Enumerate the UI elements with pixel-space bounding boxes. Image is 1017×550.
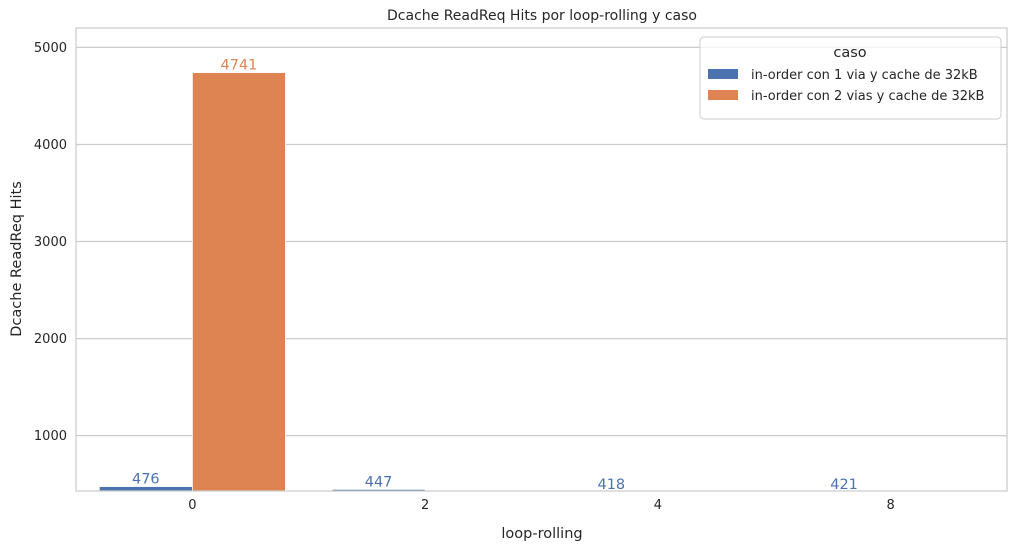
plot-frame — [75, 27, 1008, 492]
x-axis-ticks: 0 2 4 8 — [188, 498, 895, 513]
legend-frame — [699, 36, 1002, 120]
legend-entry-series-1: in-order con 1 via y cache de 32kB — [751, 68, 978, 83]
y-tick-label-4000: 4000 — [34, 138, 67, 153]
legend-title: caso — [833, 45, 866, 61]
bar-series-2-cat-0 — [191, 72, 286, 492]
bars — [98, 72, 426, 492]
y-tick-label-5000: 5000 — [34, 41, 67, 56]
bar-labels: 476 4741 447 418 421 — [132, 58, 858, 494]
y-tick-label-3000: 3000 — [34, 235, 67, 250]
x-tick-label-8: 8 — [886, 498, 894, 513]
bar-label-series-1-cat-4: 418 — [597, 477, 625, 493]
y-tick-label-1000: 1000 — [34, 429, 67, 444]
y-axis-ticks: 1000 2000 3000 4000 5000 — [34, 41, 67, 444]
y-tick-label-2000: 2000 — [34, 332, 67, 347]
y-axis-label: Dcache ReadReq Hits — [9, 181, 25, 336]
legend-swatch-series-2 — [708, 90, 738, 100]
bar-label-series-1-cat-8: 421 — [830, 477, 858, 493]
x-tick-label-4: 4 — [654, 498, 662, 513]
x-axis-label: loop-rolling — [501, 526, 582, 542]
x-tick-label-2: 2 — [421, 498, 429, 513]
bar-label-series-1-cat-0: 476 — [132, 472, 160, 488]
legend: caso in-order con 1 via y cache de 32kB … — [699, 36, 1002, 120]
bar-label-series-2-cat-0: 4741 — [220, 58, 257, 74]
legend-swatch-series-1 — [708, 69, 738, 79]
legend-entry-series-2: in-order con 2 vias y cache de 32kB — [751, 89, 984, 104]
bar-label-series-1-cat-2: 447 — [365, 474, 393, 490]
chart-title: Dcache ReadReq Hits por loop-rolling y c… — [387, 8, 697, 24]
x-tick-label-0: 0 — [188, 498, 196, 513]
